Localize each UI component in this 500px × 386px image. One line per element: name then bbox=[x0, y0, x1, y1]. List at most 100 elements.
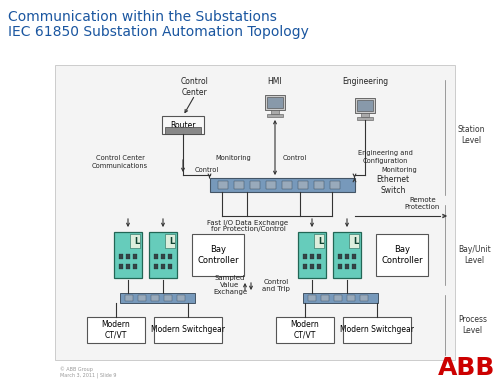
Text: Control: Control bbox=[195, 167, 219, 173]
Bar bbox=[360, 295, 368, 301]
Bar bbox=[343, 317, 411, 343]
Bar bbox=[310, 254, 314, 259]
Bar bbox=[314, 234, 324, 248]
Bar bbox=[330, 181, 340, 189]
Text: Sampled
Value
Exchange: Sampled Value Exchange bbox=[213, 275, 247, 295]
Text: Bay
Controller: Bay Controller bbox=[197, 245, 239, 265]
Text: ABB: ABB bbox=[438, 356, 495, 380]
Bar bbox=[119, 264, 123, 269]
Text: Modern Switchgear: Modern Switchgear bbox=[151, 325, 225, 335]
Bar bbox=[130, 234, 140, 248]
Text: Modern Switchgear: Modern Switchgear bbox=[340, 325, 414, 335]
Bar bbox=[334, 295, 342, 301]
Bar bbox=[357, 100, 373, 111]
Bar bbox=[352, 264, 356, 269]
Text: Fast I/O Data Exchange
for Protection/Control: Fast I/O Data Exchange for Protection/Co… bbox=[208, 220, 288, 232]
Bar bbox=[345, 264, 349, 269]
Bar bbox=[349, 234, 359, 248]
Bar bbox=[154, 254, 158, 259]
Bar bbox=[357, 117, 373, 120]
Bar bbox=[298, 181, 308, 189]
Text: Ethernet
Switch: Ethernet Switch bbox=[376, 175, 410, 195]
Bar bbox=[276, 317, 334, 343]
Text: Control Center
Communications: Control Center Communications bbox=[92, 156, 148, 169]
Bar bbox=[352, 254, 356, 259]
Bar bbox=[210, 178, 354, 192]
Bar bbox=[164, 295, 172, 301]
Bar bbox=[161, 264, 165, 269]
Text: © ABB Group
March 3, 2011 | Slide 9: © ABB Group March 3, 2011 | Slide 9 bbox=[60, 366, 116, 378]
Text: Engineering and
Configuration: Engineering and Configuration bbox=[358, 151, 412, 164]
Bar bbox=[120, 293, 194, 303]
Text: Modern
CT/VT: Modern CT/VT bbox=[102, 320, 130, 340]
Bar bbox=[165, 234, 175, 248]
Bar bbox=[87, 317, 145, 343]
Bar bbox=[346, 295, 354, 301]
Text: L: L bbox=[354, 237, 358, 245]
Bar bbox=[250, 181, 260, 189]
Text: Communication within the Substations: Communication within the Substations bbox=[8, 10, 277, 24]
Bar bbox=[271, 110, 279, 114]
Bar bbox=[361, 113, 369, 117]
Bar bbox=[333, 232, 361, 278]
Bar bbox=[162, 116, 204, 134]
Text: Control
Center: Control Center bbox=[181, 77, 209, 97]
Text: Router: Router bbox=[170, 120, 196, 129]
Text: Control: Control bbox=[283, 155, 307, 161]
Bar bbox=[345, 254, 349, 259]
Bar bbox=[298, 232, 326, 278]
Bar bbox=[267, 114, 283, 117]
Bar bbox=[314, 181, 324, 189]
Text: IEC 61850 Substation Automation Topology: IEC 61850 Substation Automation Topology bbox=[8, 25, 309, 39]
Text: Control
and Trip: Control and Trip bbox=[262, 279, 290, 291]
Bar bbox=[126, 254, 130, 259]
Bar bbox=[234, 181, 243, 189]
Bar bbox=[302, 293, 378, 303]
Text: Bay/Unit
Level: Bay/Unit Level bbox=[458, 245, 491, 265]
Bar bbox=[119, 254, 123, 259]
Bar bbox=[133, 264, 137, 269]
Bar bbox=[165, 127, 201, 134]
Bar bbox=[282, 181, 292, 189]
Bar bbox=[161, 254, 165, 259]
Bar bbox=[55, 65, 455, 360]
Text: L: L bbox=[134, 237, 140, 245]
Bar bbox=[355, 98, 375, 113]
Text: Monitoring: Monitoring bbox=[215, 155, 251, 161]
Bar bbox=[308, 295, 316, 301]
Bar bbox=[154, 317, 222, 343]
Bar bbox=[138, 295, 145, 301]
Bar bbox=[267, 97, 283, 108]
Bar bbox=[303, 254, 307, 259]
Text: Process
Level: Process Level bbox=[458, 315, 487, 335]
Bar bbox=[150, 295, 158, 301]
Bar bbox=[338, 254, 342, 259]
Text: Engineering: Engineering bbox=[342, 76, 388, 86]
Text: Modern
CT/VT: Modern CT/VT bbox=[290, 320, 320, 340]
Bar bbox=[168, 254, 172, 259]
Bar bbox=[265, 95, 285, 110]
Bar bbox=[192, 234, 244, 276]
Text: L: L bbox=[318, 237, 324, 245]
Bar bbox=[310, 264, 314, 269]
Bar bbox=[126, 264, 130, 269]
Bar bbox=[218, 181, 228, 189]
Text: Monitoring: Monitoring bbox=[381, 167, 417, 173]
Bar bbox=[317, 254, 321, 259]
Text: L: L bbox=[170, 237, 174, 245]
Bar bbox=[303, 264, 307, 269]
Text: Station
Level: Station Level bbox=[458, 125, 485, 145]
Text: HMI: HMI bbox=[268, 76, 282, 86]
Bar bbox=[133, 254, 137, 259]
Bar bbox=[168, 264, 172, 269]
Bar bbox=[266, 181, 276, 189]
Bar bbox=[154, 264, 158, 269]
Bar bbox=[338, 264, 342, 269]
Bar bbox=[320, 295, 328, 301]
Bar bbox=[176, 295, 184, 301]
Text: Bay
Controller: Bay Controller bbox=[381, 245, 423, 265]
Bar bbox=[317, 264, 321, 269]
Bar bbox=[149, 232, 177, 278]
Text: Remote
Protection: Remote Protection bbox=[404, 197, 440, 210]
Bar bbox=[376, 234, 428, 276]
